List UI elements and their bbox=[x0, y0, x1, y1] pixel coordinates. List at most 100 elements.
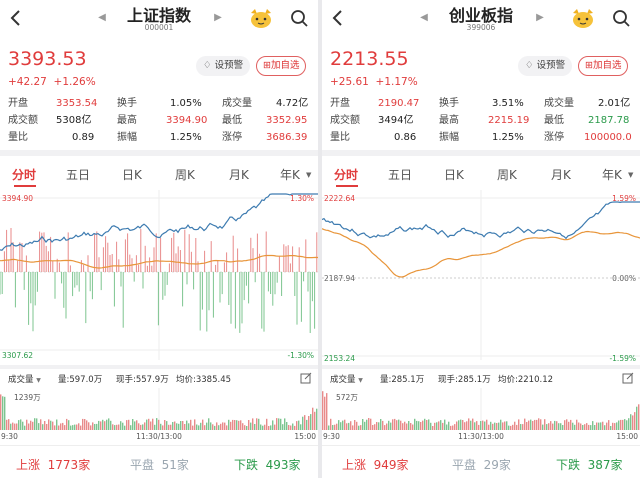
back-arrow-icon[interactable] bbox=[4, 3, 28, 33]
volume-bar bbox=[346, 423, 348, 430]
volume-bar bbox=[188, 423, 190, 430]
volume-bar bbox=[146, 419, 148, 430]
volume-bar bbox=[130, 425, 132, 430]
edit-icon[interactable] bbox=[300, 372, 312, 384]
volume-bar bbox=[306, 419, 308, 430]
volume-bar bbox=[116, 424, 118, 430]
current-price: 2213.55 bbox=[330, 48, 409, 70]
volume-bar bbox=[444, 419, 446, 430]
stat-label: 最高 bbox=[117, 115, 137, 126]
tab-monthly-k[interactable]: 月K bbox=[229, 168, 249, 182]
price-line bbox=[0, 193, 318, 251]
section-divider bbox=[0, 150, 318, 156]
set-alert-button[interactable]: ♢ 设预警 bbox=[518, 56, 573, 76]
search-icon[interactable] bbox=[611, 8, 631, 28]
volume-bar bbox=[464, 422, 466, 430]
plus-box-icon: ⊞ bbox=[263, 60, 271, 71]
next-index-icon[interactable]: ▶ bbox=[536, 12, 544, 23]
volume-bar bbox=[220, 423, 222, 430]
volume-bar bbox=[524, 418, 526, 430]
volume-bar bbox=[238, 420, 240, 430]
volume-bar bbox=[486, 419, 488, 430]
tab-monthly-k[interactable]: 月K bbox=[551, 168, 571, 182]
volume-bar bbox=[430, 422, 432, 430]
edit-icon[interactable] bbox=[622, 372, 634, 384]
volume-menu[interactable]: 成交量 ▼ bbox=[8, 375, 41, 385]
tab-daily-k[interactable]: 日K bbox=[122, 168, 142, 182]
breadth-down: 下跌 387家 bbox=[556, 458, 623, 472]
volume-bar bbox=[630, 414, 632, 430]
volume-bar bbox=[394, 418, 396, 430]
volume-bar bbox=[170, 424, 172, 430]
tab-dropdown-icon[interactable]: ▼ bbox=[628, 171, 634, 179]
tab-weekly-k[interactable]: 周K bbox=[497, 168, 517, 182]
volume-bar bbox=[568, 421, 570, 430]
tab-5day[interactable]: 五日 bbox=[66, 168, 91, 182]
prev-index-icon[interactable]: ◀ bbox=[420, 12, 428, 23]
volume-menu[interactable]: 成交量 ▼ bbox=[330, 375, 363, 385]
active-tab-indicator bbox=[14, 185, 36, 187]
volume-bar bbox=[472, 418, 474, 430]
tab-weekly-k[interactable]: 周K bbox=[175, 168, 195, 182]
volume-bar bbox=[382, 420, 384, 430]
volume-bar bbox=[380, 419, 382, 430]
back-arrow-icon[interactable] bbox=[326, 3, 350, 33]
axis-top-value: 3394.90 bbox=[2, 194, 33, 203]
stat-label: 振幅 bbox=[439, 132, 459, 143]
volume-bar bbox=[494, 422, 496, 430]
volume-bar bbox=[10, 423, 12, 430]
volume-bar bbox=[32, 421, 34, 430]
price-line bbox=[322, 201, 640, 240]
tab-daily-k[interactable]: 日K bbox=[444, 168, 464, 182]
volume-bar bbox=[348, 422, 350, 430]
add-watchlist-button[interactable]: ⊞加自选 bbox=[578, 56, 629, 76]
add-watchlist-button[interactable]: ⊞加自选 bbox=[256, 56, 307, 76]
volume-bar bbox=[614, 423, 616, 430]
set-alert-button[interactable]: ♢ 设预警 bbox=[196, 56, 251, 76]
tab-yearly-k[interactable]: 年K bbox=[280, 168, 300, 182]
volume-bar bbox=[610, 426, 612, 430]
volume-bar bbox=[582, 425, 584, 430]
volume-bar bbox=[426, 420, 428, 430]
prev-index-icon[interactable]: ◀ bbox=[98, 12, 106, 23]
volume-bar bbox=[30, 420, 32, 430]
volume-bar bbox=[260, 424, 262, 430]
tab-yearly-k[interactable]: 年K bbox=[602, 168, 622, 182]
volume-bar bbox=[2, 396, 4, 430]
volume-bar bbox=[518, 419, 520, 430]
volume-bar bbox=[26, 419, 28, 430]
axis-mid-value: 2187.94 bbox=[324, 274, 355, 283]
mascot-icon[interactable] bbox=[570, 7, 596, 29]
volume-bar bbox=[638, 404, 640, 430]
volume-bar bbox=[378, 422, 380, 430]
volume-bar bbox=[110, 420, 112, 430]
breadth-up: 上涨 949家 bbox=[342, 458, 409, 472]
tab-intraday[interactable]: 分时 bbox=[334, 168, 359, 182]
stat-low: 2187.78 bbox=[588, 115, 630, 126]
stat-label: 开盘 bbox=[330, 98, 350, 109]
volume-breadth-bars bbox=[0, 228, 318, 333]
volume-bar bbox=[274, 424, 276, 430]
volume-bar bbox=[176, 423, 178, 430]
time-end: 15:00 bbox=[294, 432, 316, 441]
volume-bar bbox=[622, 419, 624, 430]
volume-bar bbox=[264, 424, 266, 430]
tab-5day[interactable]: 五日 bbox=[388, 168, 413, 182]
breadth-up: 上涨 1773家 bbox=[16, 458, 91, 472]
volume-bar bbox=[632, 415, 634, 430]
tab-dropdown-icon[interactable]: ▼ bbox=[306, 171, 312, 179]
header-bar: ◀ 上证指数 000001 ▶ bbox=[0, 0, 318, 40]
volume-bar bbox=[90, 425, 92, 430]
volume-bar bbox=[62, 422, 64, 430]
stat-amplitude: 1.25% bbox=[492, 132, 524, 143]
volume-bar bbox=[530, 419, 532, 430]
tab-intraday[interactable]: 分时 bbox=[12, 168, 37, 182]
volume-bar bbox=[236, 420, 238, 430]
mascot-icon[interactable] bbox=[248, 7, 274, 29]
volume-bar bbox=[208, 418, 210, 430]
search-icon[interactable] bbox=[289, 8, 309, 28]
volume-bar bbox=[58, 425, 60, 430]
next-index-icon[interactable]: ▶ bbox=[214, 12, 222, 23]
volume-bar bbox=[634, 412, 636, 430]
volume-bar bbox=[580, 423, 582, 430]
